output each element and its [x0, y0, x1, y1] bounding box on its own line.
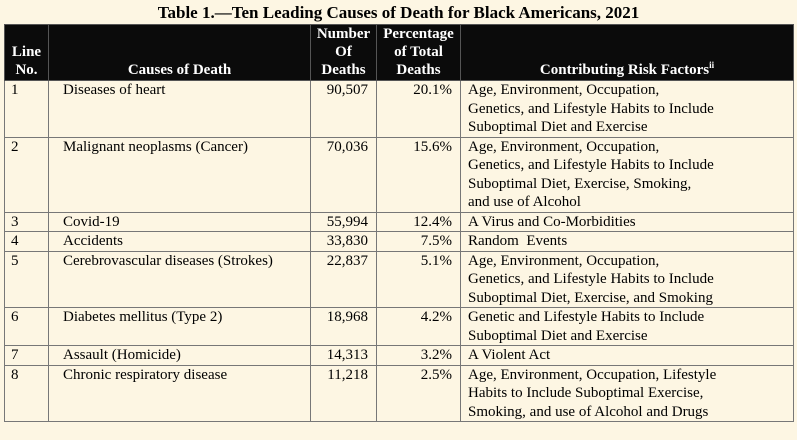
cause-cell: Diseases of heart [48, 80, 311, 138]
risk-factor-line: and use of Alcohol [468, 194, 581, 210]
cause-cell: Covid-19 [48, 211, 311, 232]
percentage-cell: 2.5% [376, 364, 461, 422]
header-risk-text: Contributing Risk Factors [539, 62, 710, 78]
table-row: 8 Chronic respiratory disease 11,218 2.5% Ag… [4, 364, 794, 422]
percentage-cell: 20.1% [376, 80, 461, 138]
header-of-text: Of [335, 44, 352, 60]
line-number-cell: 5 [4, 250, 49, 308]
causes-of-death-table: Line No. Causes of Death Number Of Death… [4, 24, 794, 422]
deaths-count-cell: 33,830 [310, 231, 377, 252]
risk-factor-line: Suboptimal Diet and Exercise [468, 119, 648, 135]
risk-factors-cell: A Violent Act [460, 345, 794, 366]
risk-factor-line: Genetics, and Lifestyle Habits to Includ… [468, 100, 714, 117]
line-number-cell: 6 [4, 307, 49, 346]
table-row: 4 Accidents 33,830 7.5% Random Events [4, 231, 794, 252]
header-number-of-deaths: Number Of Deaths [310, 24, 377, 81]
line-number-cell: 8 [4, 364, 49, 422]
line-number-cell: 7 [4, 345, 49, 366]
header-line-text: Line [11, 44, 42, 60]
header-deaths-text: Deaths [321, 62, 366, 78]
table-title: Table 1.—Ten Leading Causes of Death for… [157, 3, 640, 22]
risk-factor-line: Genetics, and Lifestyle Habits to Includ… [468, 157, 714, 173]
risk-factors-cell: Age, Environment, Occupation, Genetics, a… [460, 80, 794, 138]
header-percentage: Percentage of Total Deaths [376, 24, 461, 81]
percentage-cell: 15.6% [376, 136, 461, 213]
header-risk-factors: Contributing Risk Factorsii [460, 24, 794, 81]
risk-factors-cell: Age, Environment, Occupation, Lifestyle H… [460, 364, 794, 422]
risk-factor-line: Genetic and Lifestyle Habits to Include [468, 309, 705, 325]
risk-factors-cell: Random Events [460, 231, 794, 252]
cause-cell: Assault (Homicide) [48, 345, 311, 366]
line-number-cell: 1 [4, 80, 49, 138]
risk-factor-line: Suboptimal Diet, Exercise, Smoking, [468, 175, 692, 192]
header-pct-deaths-text: Deaths [396, 62, 441, 78]
header-line-no: Line No. [4, 24, 49, 81]
header-row: Line No. Causes of Death Number Of Death… [4, 24, 794, 81]
deaths-count-cell: 70,036 [310, 136, 377, 213]
footnote-marker: ii [709, 60, 715, 70]
header-no-text: No. [15, 62, 38, 78]
risk-factor-line: Age, Environment, Occupation, [468, 138, 660, 155]
table-row: 7 Assault (Homicide) 14,313 3.2% A Violent A… [4, 345, 794, 366]
table-row: 1 Diseases of heart 90,507 20.1% Age, Enviro… [4, 80, 794, 138]
line-number-cell: 4 [4, 231, 49, 252]
cause-cell: Malignant neoplasms (Cancer) [48, 136, 311, 213]
risk-factor-line: Habits to Include Suboptimal Exercise, [468, 385, 704, 401]
deaths-count-cell: 90,507 [310, 80, 377, 138]
header-number-text: Number [316, 26, 371, 42]
cause-cell: Cerebrovascular diseases (Strokes) [48, 250, 311, 308]
percentage-cell: 7.5% [376, 231, 461, 252]
risk-factor-line: Suboptimal Diet and Exercise [468, 327, 648, 344]
line-number-cell: 2 [4, 136, 49, 213]
deaths-count-cell: 55,994 [310, 211, 377, 232]
risk-factors-cell: Age, Environment, Occupation, Genetics, a… [460, 250, 794, 308]
table-row: 5 Cerebrovascular diseases (Strokes) 22,83… [4, 250, 794, 308]
risk-factor-line: Age, Environment, Occupation, [468, 252, 660, 269]
deaths-count-cell: 18,968 [310, 307, 377, 346]
line-number-cell: 3 [4, 211, 49, 232]
percentage-cell: 5.1% [376, 250, 461, 308]
deaths-count-cell: 11,218 [310, 364, 377, 422]
deaths-count-cell: 22,837 [310, 250, 377, 308]
cause-cell: Accidents [48, 231, 311, 252]
risk-factors-cell: A Virus and Co-Morbidities [460, 211, 794, 232]
risk-factor-line: Age, Environment, Occupation, [468, 82, 660, 98]
table-row: 3 Covid-19 55,994 12.4% A Virus and Co-Morbi… [4, 211, 794, 232]
deaths-count-cell: 14,313 [310, 345, 377, 366]
table-row: 6 Diabetes mellitus (Type 2) 18,968 4.2% Gen… [4, 307, 794, 346]
risk-factor-line: Genetics, and Lifestyle Habits to Includ… [468, 271, 714, 287]
risk-factor-line: Random Events [468, 233, 568, 249]
risk-factor-line: Age, Environment, Occupation, Lifestyle [468, 366, 717, 383]
percentage-cell: 4.2% [376, 307, 461, 346]
header-percentage-text: Percentage [383, 26, 454, 42]
percentage-cell: 3.2% [376, 345, 461, 366]
header-causes: Causes of Death [48, 24, 311, 81]
risk-factors-cell: Genetic and Lifestyle Habits to Include S… [460, 307, 794, 346]
risk-factor-line: A Violent Act [468, 347, 551, 363]
risk-factor-line: A Virus and Co-Morbidities [468, 213, 636, 230]
risk-factor-line: Suboptimal Diet, Exercise, and Smoking [468, 289, 713, 306]
cause-cell: Chronic respiratory disease [48, 364, 311, 422]
table-row: 2 Malignant neoplasms (Cancer) 70,036 15.6%… [4, 136, 794, 213]
header-of-total-text: of Total [394, 44, 443, 60]
risk-factors-cell: Age, Environment, Occupation, Genetics, a… [460, 136, 794, 213]
percentage-cell: 12.4% [376, 211, 461, 232]
cause-cell: Diabetes mellitus (Type 2) [48, 307, 311, 346]
risk-factor-line: Smoking, and use of Alcohol and Drugs [468, 403, 709, 420]
